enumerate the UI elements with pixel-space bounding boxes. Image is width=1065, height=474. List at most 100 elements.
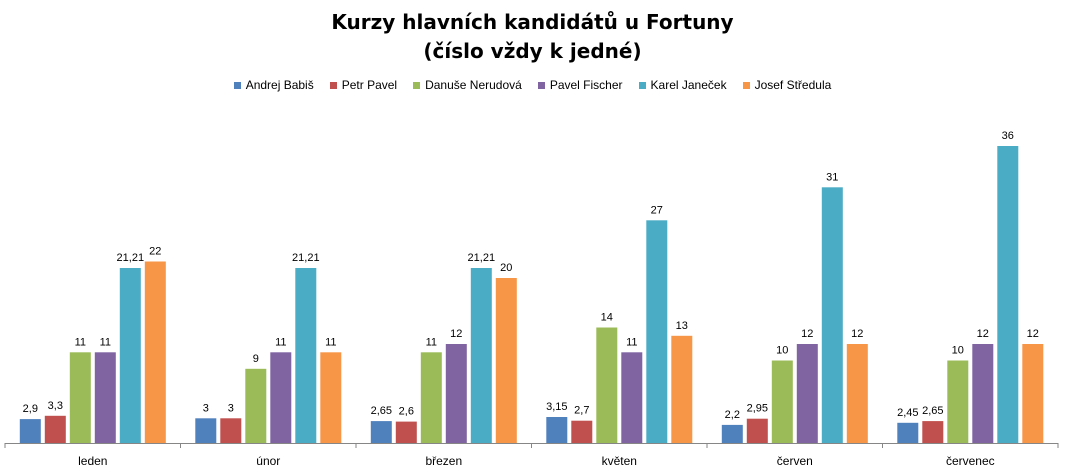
chart-title-line1: Kurzy hlavních kandidátů u Fortuny — [331, 10, 734, 34]
bar — [621, 352, 643, 444]
bar — [997, 146, 1019, 443]
legend-item: Andrej Babiš — [233, 78, 314, 92]
bar — [119, 268, 141, 443]
bar — [922, 421, 944, 443]
data-label: 11 — [426, 336, 437, 348]
data-label: 12 — [977, 328, 989, 340]
legend-item: Danuše Nerudová — [413, 78, 522, 92]
bar — [546, 417, 568, 443]
data-label: 3 — [203, 402, 209, 414]
bar — [646, 220, 668, 444]
legend-item: Josef Středula — [742, 78, 832, 92]
x-tick-label: červenec — [946, 454, 995, 468]
bar — [320, 352, 342, 444]
x-tick-label: březen — [425, 454, 462, 468]
bar — [897, 422, 919, 443]
data-label: 10 — [952, 345, 964, 357]
data-label: 11 — [100, 336, 111, 348]
bar — [495, 278, 517, 443]
legend-label: Andrej Babiš — [245, 78, 314, 92]
legend-swatch — [413, 81, 421, 89]
data-label: 27 — [651, 204, 663, 216]
data-label: 20 — [500, 262, 512, 274]
bar — [44, 415, 66, 443]
bar — [270, 352, 292, 444]
bar — [144, 261, 166, 443]
legend-label: Josef Středula — [754, 78, 832, 92]
legend-label: Danuše Nerudová — [425, 78, 522, 92]
legend-label: Pavel Fischer — [549, 78, 623, 92]
data-label: 12 — [450, 328, 462, 340]
chart-title: Kurzy hlavních kandidátů u Fortuny (čísl… — [0, 8, 1065, 66]
bar — [846, 344, 868, 443]
bar — [821, 187, 843, 444]
bar — [69, 352, 91, 444]
data-label: 10 — [776, 345, 788, 357]
bar — [295, 268, 317, 443]
bar — [571, 420, 593, 443]
legend-label: Petr Pavel — [341, 78, 398, 92]
bar — [395, 421, 417, 443]
data-label: 22 — [149, 246, 161, 258]
legend-label: Karel Janeček — [650, 78, 727, 92]
data-label: 3,3 — [48, 400, 63, 412]
data-label: 21,21 — [468, 252, 496, 264]
data-label: 21,21 — [292, 252, 320, 264]
bar — [245, 368, 267, 444]
legend-item: Petr Pavel — [329, 78, 398, 92]
bar — [771, 360, 793, 443]
legend-swatch — [329, 81, 337, 89]
data-label: 2,7 — [574, 405, 589, 417]
data-label: 21,21 — [117, 252, 145, 264]
data-label: 11 — [75, 336, 86, 348]
bar — [746, 418, 768, 443]
bar — [721, 424, 743, 444]
x-tick-label: leden — [78, 454, 107, 468]
bar — [195, 418, 217, 444]
bar — [671, 335, 693, 444]
x-tick-label: květen — [602, 454, 637, 468]
data-label: 2,6 — [399, 406, 414, 418]
data-label: 2,65 — [922, 405, 943, 417]
data-label: 31 — [826, 171, 838, 183]
legend-swatch — [233, 81, 241, 89]
data-label: 12 — [851, 328, 863, 340]
data-label: 13 — [676, 320, 688, 332]
chart-legend: Andrej Babiš Petr Pavel Danuše Nerudová Pav… — [0, 78, 1065, 92]
data-label: 2,65 — [371, 405, 392, 417]
data-label: 12 — [801, 328, 813, 340]
legend-item: Karel Janeček — [638, 78, 727, 92]
bar — [470, 268, 492, 443]
data-label: 2,45 — [897, 407, 918, 419]
bar — [796, 344, 818, 443]
bar — [94, 352, 116, 444]
x-tick-label: červen — [777, 454, 813, 468]
legend-swatch — [742, 81, 750, 89]
data-label: 2,9 — [23, 403, 38, 415]
legend-swatch — [537, 81, 545, 89]
data-label: 36 — [1002, 130, 1014, 142]
bar — [19, 419, 41, 443]
data-label: 2,95 — [747, 403, 768, 415]
legend-item: Pavel Fischer — [537, 78, 623, 92]
data-label: 3 — [228, 402, 234, 414]
data-label: 14 — [601, 312, 613, 324]
data-label: 11 — [325, 336, 336, 348]
data-label: 9 — [253, 353, 259, 365]
bar — [596, 327, 618, 443]
bar — [220, 418, 242, 444]
data-label: 11 — [275, 336, 286, 348]
x-tick-label: únor — [256, 454, 280, 468]
bar — [1022, 344, 1044, 443]
bar — [947, 360, 969, 443]
data-label: 3,15 — [546, 401, 567, 413]
data-label: 11 — [626, 336, 637, 348]
legend-swatch — [638, 81, 646, 89]
data-label: 12 — [1027, 328, 1039, 340]
bar — [370, 421, 392, 443]
bar — [420, 352, 442, 444]
bar — [445, 344, 467, 443]
bar — [972, 344, 994, 443]
data-label: 2,2 — [725, 409, 740, 421]
